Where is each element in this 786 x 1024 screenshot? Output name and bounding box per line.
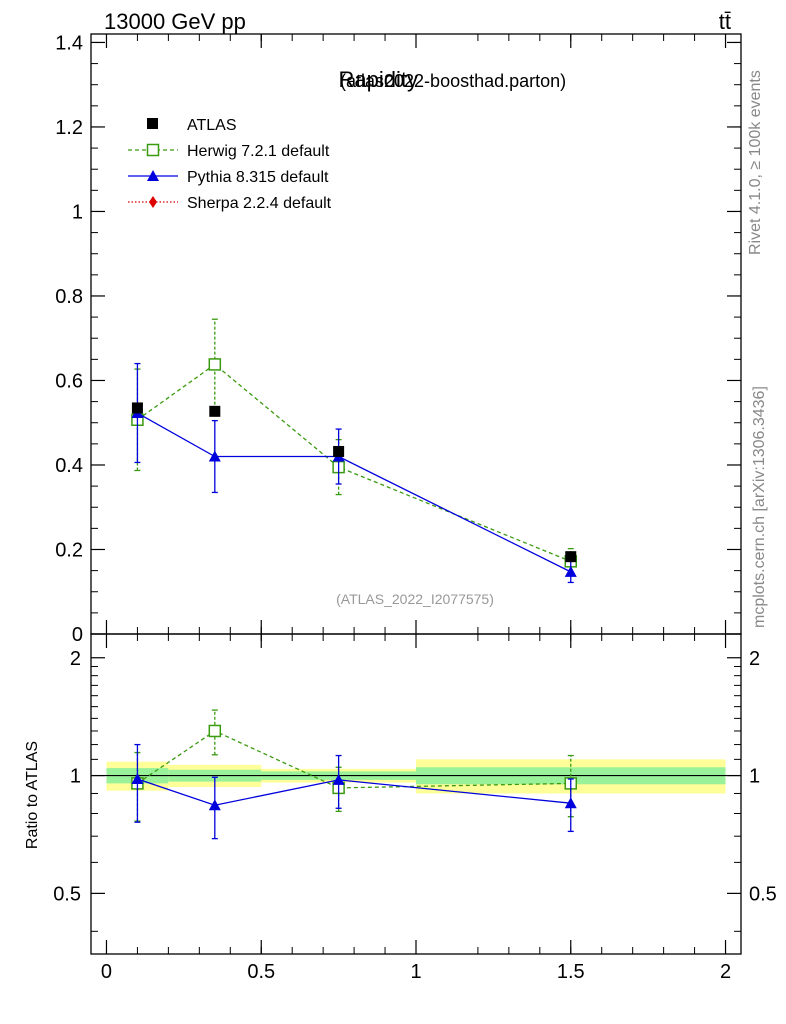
legend-entry-atlas: ATLAS: [147, 117, 237, 134]
ratio-y-tick-label-right: 2: [749, 648, 760, 670]
main-y-tick-label: 1.4: [55, 32, 83, 54]
main-y-tick-label: 0.4: [55, 455, 83, 477]
main-plot-area: [131, 318, 578, 584]
main-y-tick-label: 1: [72, 201, 83, 223]
x-tick-label: 0.5: [247, 961, 275, 983]
ratio-panel: 0 0.5 1 1.5 2 0.5 0.5 1 1 2 2 Ratio to ATLAS: [24, 34, 777, 983]
x-tick-label: 1.5: [557, 961, 585, 983]
herwig-data-point: [208, 724, 222, 738]
plot-subtitle: (atlas2022-boosthad.parton): [340, 71, 566, 91]
main-panel: 0 0.2 0.4 0.6 0.8 1 1.2 1.4 Rapidity (atlas2022…: [55, 32, 742, 646]
main-y-tick-label: 0: [72, 624, 83, 646]
atlas-marker-icon: [147, 118, 158, 129]
pythia-data-point: [564, 565, 577, 577]
herwig-data-point: [208, 358, 222, 371]
ratio-plot-area: [91, 709, 741, 840]
energy-label: 13000 GeV pp: [104, 9, 246, 34]
pythia-data-point: [208, 799, 221, 811]
main-y-tick-label: 0.2: [55, 539, 83, 561]
main-y-tick-label: 0.8: [55, 286, 83, 308]
ratio-uncertainty-bands: [106, 759, 726, 794]
pythia-data-point: [131, 772, 144, 784]
herwig-series-line: [137, 363, 572, 562]
atlas-data-point: [333, 445, 345, 457]
main-y-axis: 0 0.2 0.4 0.6 0.8 1 1.2 1.4: [55, 32, 742, 646]
pythia-series-line: [137, 412, 572, 573]
ratio-y-tick-label: 2: [70, 648, 81, 670]
legend-label-herwig: Herwig 7.2.1 default: [187, 143, 330, 160]
ratio-y-tick-label-right: 1: [749, 766, 760, 788]
rivet-version-label: Rivet 4.1.0, ≥ 100k events: [747, 70, 764, 255]
legend-label-pythia: Pythia 8.315 default: [187, 169, 329, 186]
analysis-watermark: (ATLAS_2022_I2077575): [336, 591, 494, 607]
legend-label-atlas: ATLAS: [187, 117, 237, 134]
ratio-y-tick-label: 1: [70, 766, 81, 788]
pythia-series-line: [137, 778, 571, 806]
x-tick-label: 0: [101, 961, 112, 983]
atlas-data-point: [131, 402, 143, 414]
legend-entry-herwig: Herwig 7.2.1 default: [128, 143, 330, 160]
sherpa-marker-icon: [149, 196, 157, 208]
pythia-marker-icon: [147, 170, 159, 181]
legend-label-sherpa: Sherpa 2.2.4 default: [187, 195, 332, 212]
plot-title: Rapidity: [339, 67, 418, 92]
legend: ATLAS Herwig 7.2.1 default Pythia 8.315 …: [128, 117, 332, 212]
ratio-frame: [90, 633, 742, 955]
main-y-tick-label: 0.6: [55, 370, 83, 392]
ratio-y-tick-label: 0.5: [53, 883, 81, 905]
main-y-tick-label: 1.2: [55, 117, 83, 139]
process-label: tt̄: [719, 9, 731, 34]
atlas-data-point: [209, 405, 221, 417]
atlas-data-point: [565, 551, 577, 563]
ratio-y-tick-label-right: 0.5: [749, 883, 777, 905]
herwig-marker-icon: [146, 143, 160, 157]
pythia-data-point: [564, 797, 577, 809]
mcplots-label: mcplots.cern.ch [arXiv:1306.3436]: [751, 386, 768, 628]
legend-entry-sherpa: Sherpa 2.2.4 default: [128, 195, 332, 212]
pythia-data-point: [332, 773, 345, 785]
x-tick-label: 1: [410, 961, 421, 983]
herwig-series-line: [137, 730, 571, 789]
legend-entry-pythia: Pythia 8.315 default: [128, 169, 329, 186]
x-tick-label: 2: [720, 961, 731, 983]
pythia-data-point: [208, 450, 221, 462]
ratio-axes: 0 0.5 1 1.5 2 0.5 0.5 1 1 2 2: [53, 34, 777, 983]
ratio-y-axis-label: Ratio to ATLAS: [24, 741, 41, 849]
